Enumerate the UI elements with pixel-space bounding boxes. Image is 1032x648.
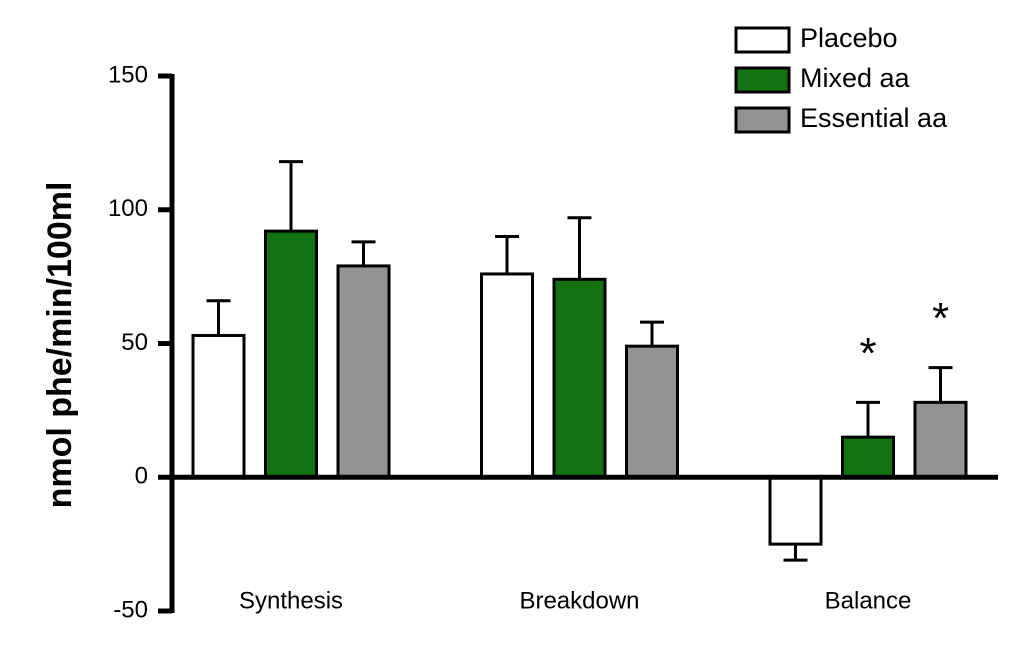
legend-label: Placebo <box>800 23 898 53</box>
x-tick-label: Balance <box>825 587 912 614</box>
bar <box>552 277 607 479</box>
bar <box>336 264 391 479</box>
y-tick-label: 50 <box>121 329 148 356</box>
bar <box>841 435 895 479</box>
legend-label: Mixed aa <box>800 63 911 93</box>
bar <box>264 229 318 479</box>
y-axis-label: nmol phe/min/100ml <box>41 182 79 509</box>
bar <box>191 333 246 479</box>
y-tick-label: 0 <box>135 463 148 490</box>
bar <box>913 400 968 479</box>
bar <box>625 344 679 479</box>
y-tick-label: 150 <box>108 61 148 88</box>
annotation: * <box>932 294 949 343</box>
x-tick-label: Breakdown <box>519 587 639 614</box>
bar <box>768 475 823 546</box>
legend-swatch <box>734 106 791 134</box>
bar <box>480 272 534 479</box>
legend-label: Essential aa <box>800 103 948 133</box>
annotation: * <box>859 329 876 378</box>
y-tick-label: -50 <box>113 596 148 623</box>
legend-swatch <box>734 66 791 94</box>
y-tick-label: 100 <box>108 195 148 222</box>
x-tick-label: Synthesis <box>239 587 343 614</box>
legend-swatch <box>734 26 791 54</box>
